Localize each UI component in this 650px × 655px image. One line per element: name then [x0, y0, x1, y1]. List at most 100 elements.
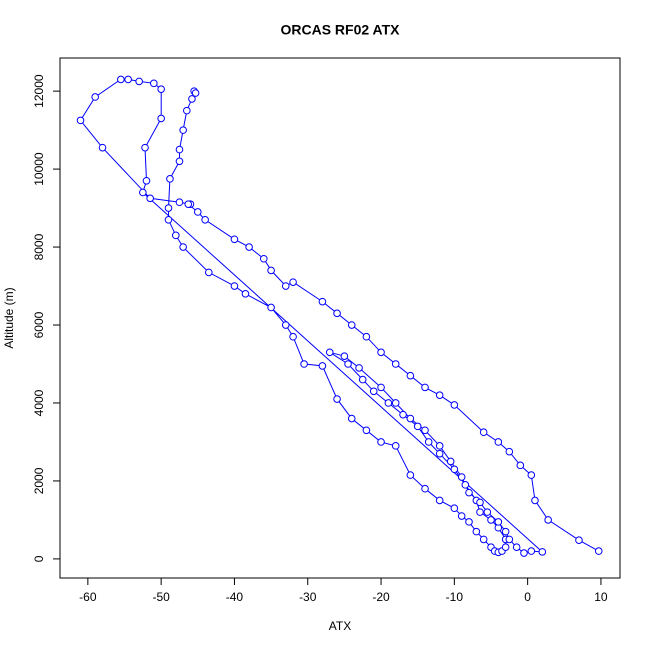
data-point — [347, 414, 356, 423]
data-point — [281, 282, 290, 290]
data-point — [245, 243, 253, 251]
x-tick-label: 0 — [524, 590, 531, 604]
data-point — [98, 143, 107, 152]
data-point — [164, 204, 173, 212]
data-point — [289, 278, 297, 286]
data-point — [479, 428, 488, 437]
data-point — [135, 77, 143, 86]
data-point — [505, 447, 514, 456]
data-point — [362, 426, 371, 435]
data-point — [377, 383, 385, 392]
data-point — [230, 235, 239, 244]
data-point — [435, 391, 444, 399]
data-point — [204, 268, 213, 277]
data-point — [358, 375, 367, 384]
data-point — [172, 231, 180, 240]
data-point — [501, 527, 510, 536]
data-point — [575, 536, 583, 544]
data-point — [76, 116, 85, 125]
data-point — [520, 549, 528, 557]
data-point — [450, 504, 459, 513]
data-point — [465, 518, 473, 526]
data-point — [406, 471, 415, 479]
data-point — [344, 360, 352, 368]
data-point — [142, 176, 151, 185]
data-point — [267, 303, 275, 312]
data-point — [201, 215, 209, 224]
data-point — [259, 254, 268, 263]
data-point — [435, 449, 444, 458]
y-tick-label: 6000 — [32, 311, 46, 338]
data-point — [476, 508, 484, 516]
data-point — [340, 352, 349, 361]
data-point — [399, 410, 407, 419]
data-point — [406, 371, 415, 380]
data-point — [421, 484, 429, 493]
data-point — [435, 442, 444, 450]
y-tick-label: 0 — [32, 555, 46, 562]
data-point — [421, 426, 429, 435]
data-point — [179, 126, 187, 134]
data-point — [472, 527, 481, 536]
data-point — [487, 516, 495, 524]
data-point — [461, 481, 470, 489]
data-point — [183, 106, 191, 115]
data-point — [457, 473, 466, 481]
y-tick-label: 4000 — [32, 389, 46, 416]
y-tick-label: 12000 — [32, 74, 46, 108]
y-tick-label: 2000 — [32, 467, 46, 494]
data-point — [435, 496, 444, 505]
y-tick-label: 8000 — [32, 233, 46, 260]
data-point — [527, 471, 536, 479]
data-point — [157, 114, 165, 123]
data-point — [184, 200, 193, 208]
data-point — [544, 516, 552, 524]
plot-frame — [59, 57, 621, 579]
data-point — [450, 401, 459, 409]
data-point — [191, 89, 200, 97]
data-point — [446, 457, 455, 466]
data-point — [146, 194, 154, 203]
x-tick-label: 10 — [594, 590, 608, 604]
data-point — [175, 145, 184, 154]
data-point — [476, 498, 484, 507]
data-point — [117, 75, 125, 84]
data-point — [289, 332, 297, 341]
data-point — [479, 535, 488, 544]
data-point — [424, 438, 433, 446]
data-point — [281, 321, 290, 329]
data-point — [406, 414, 415, 423]
x-tick-label: -30 — [299, 590, 317, 604]
data-point — [377, 348, 385, 357]
data-point — [230, 282, 239, 290]
data-point — [124, 75, 132, 84]
data-point — [362, 332, 371, 341]
data-point — [139, 188, 147, 197]
data-point — [391, 442, 400, 450]
data-point — [516, 461, 525, 470]
data-point — [369, 387, 378, 396]
data-point — [333, 395, 341, 403]
data-point — [141, 143, 149, 152]
data-point — [300, 360, 308, 368]
data-point — [421, 383, 429, 392]
data-point — [494, 518, 503, 526]
data-point — [166, 175, 174, 183]
data-point — [494, 438, 503, 446]
data-point — [157, 85, 165, 93]
data-point — [377, 438, 385, 446]
data-point — [175, 157, 184, 166]
data-point — [267, 266, 275, 275]
data-point — [347, 321, 356, 329]
data-point — [501, 543, 510, 552]
data-point — [241, 290, 250, 298]
data-point — [483, 508, 492, 516]
data-point — [512, 543, 521, 552]
data-point — [538, 548, 547, 556]
data-point — [150, 79, 158, 88]
y-tick-label: 10000 — [32, 152, 46, 186]
data-point — [179, 243, 187, 251]
data-point — [531, 496, 539, 505]
